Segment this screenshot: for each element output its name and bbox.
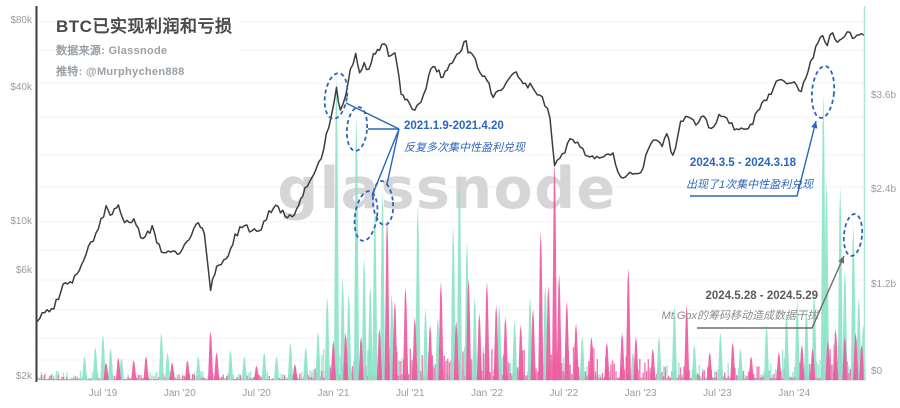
annotation-2024-march-date-range: 2024.3.5 - 2024.3.18 xyxy=(689,157,797,169)
twitter-handle-label: 推特: @Murphychen888 xyxy=(56,66,185,78)
annotation-2024-may-note: Mt.Gox的筹码移动造成数据干扰 xyxy=(661,310,818,322)
annotation-2024-march-note: 出现了1次集中性盈利兑现 xyxy=(686,179,814,191)
x-tick-label: Jan '21 xyxy=(317,388,350,399)
annotation-2024-may-date-range: 2024.5.28 - 2024.5.29 xyxy=(705,290,818,302)
annotation-2021-note: 反复多次集中性盈利兑现 xyxy=(404,142,525,154)
y-left-tick-label: $80k xyxy=(10,15,32,27)
y-left-tick-label: $40k xyxy=(10,81,32,93)
btc-price-line xyxy=(36,31,865,323)
y-left-tick-label: $2k xyxy=(15,371,32,382)
annotation-2024-may-mtgox: 2024.5.28 - 2024.5.29 Mt.Gox的筹码移动造成数据干扰 xyxy=(650,290,818,323)
annotation-overlays xyxy=(323,65,864,329)
x-tick-label: Jul '23 xyxy=(703,388,732,399)
y-left-tick-label: $10k xyxy=(10,215,32,227)
annotation-2021-profit-taking: 2021.1.9-2021.4.20 反复多次集中性盈利兑现 xyxy=(404,120,525,155)
annotation-2021-date-range: 2021.1.9-2021.4.20 xyxy=(404,120,504,132)
highlight-ellipse xyxy=(323,72,349,120)
highlight-ellipse xyxy=(842,213,864,257)
x-tick-label: Jul '19 xyxy=(88,388,118,399)
annotation-2024-march-profit-taking: 2024.3.5 - 2024.3.18 出现了1次集中性盈利兑现 xyxy=(686,157,814,192)
highlight-ellipse xyxy=(371,180,395,226)
x-tick-label: Jul '22 xyxy=(549,388,579,399)
x-tick-label: Jan '23 xyxy=(624,388,657,399)
x-tick-label: Jan '20 xyxy=(163,388,196,399)
x-tick-label: Jul '20 xyxy=(242,388,271,399)
highlight-ellipse xyxy=(810,65,836,119)
y-right-tick-label: $0 xyxy=(871,366,883,377)
data-source-label: 数据来源: Glassnode xyxy=(56,45,168,57)
y-right-tick-label: $2.4b xyxy=(871,184,897,196)
x-tick-label: Jan '22 xyxy=(471,388,504,399)
page-title: BTC已实现利润和亏损 xyxy=(56,17,233,36)
title-block: BTC已实现利润和亏损 数据来源: Glassnode 推特: @Murphyc… xyxy=(56,10,239,81)
loss-spikes xyxy=(103,158,865,380)
y-right-tick-label: $3.6b xyxy=(871,89,897,101)
y-left-tick-label: $6k xyxy=(15,264,32,276)
y-right-tick-label: $1.2b xyxy=(871,279,897,291)
profit-spikes xyxy=(82,75,866,381)
x-tick-label: Jan '24 xyxy=(778,388,811,399)
glassnode-watermark: glassnode xyxy=(277,156,616,222)
highlight-ellipse xyxy=(345,106,369,152)
x-tick-label: Jul '21 xyxy=(395,388,425,399)
